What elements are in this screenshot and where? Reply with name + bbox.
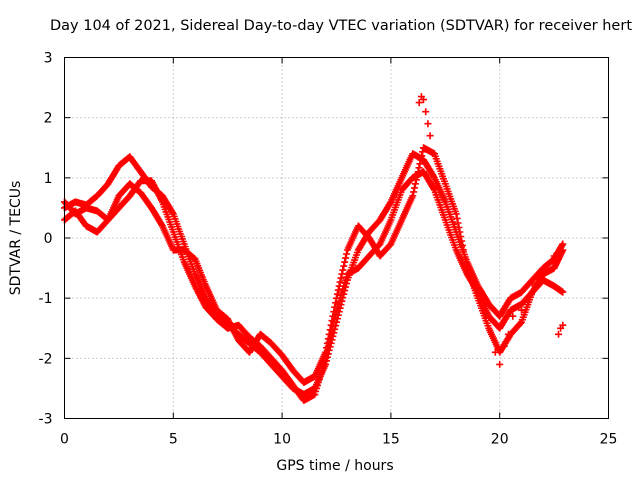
y-tick-label: -3	[39, 412, 53, 428]
axis-ticks	[64, 57, 609, 419]
x-axis-label: GPS time / hours	[276, 458, 393, 474]
x-tick-label: 15	[382, 432, 400, 448]
x-tick-label: 20	[491, 432, 509, 448]
x-tick-label: 5	[169, 432, 178, 448]
y-tick-label: 2	[44, 111, 53, 127]
series-trace-b	[61, 168, 567, 404]
y-axis-label: SDTVAR / TECUs	[8, 181, 24, 296]
y-tick-labels: -3 -2 -1 0 1 2 3	[39, 51, 53, 428]
x-tick-labels: 0 5 10 15 20 25	[60, 432, 617, 448]
x-tick-label: 0	[60, 432, 69, 448]
y-tick-label: -1	[39, 291, 53, 307]
data-point-markers	[415, 93, 567, 368]
x-tick-label: 10	[273, 432, 291, 448]
series-spike-and-tail	[415, 93, 567, 368]
y-tick-label: 1	[44, 171, 53, 187]
data-point-markers	[61, 144, 567, 386]
y-tick-label: 0	[44, 231, 53, 247]
y-tick-label: 3	[44, 51, 53, 67]
data-points	[61, 93, 567, 404]
y-tick-label: -2	[39, 351, 53, 367]
x-tick-label: 25	[600, 432, 618, 448]
series-trace-c	[61, 144, 567, 386]
data-point-markers	[61, 168, 567, 404]
chart-title: Day 104 of 2021, Sidereal Day-to-day VTE…	[50, 18, 632, 34]
grid	[64, 57, 609, 419]
